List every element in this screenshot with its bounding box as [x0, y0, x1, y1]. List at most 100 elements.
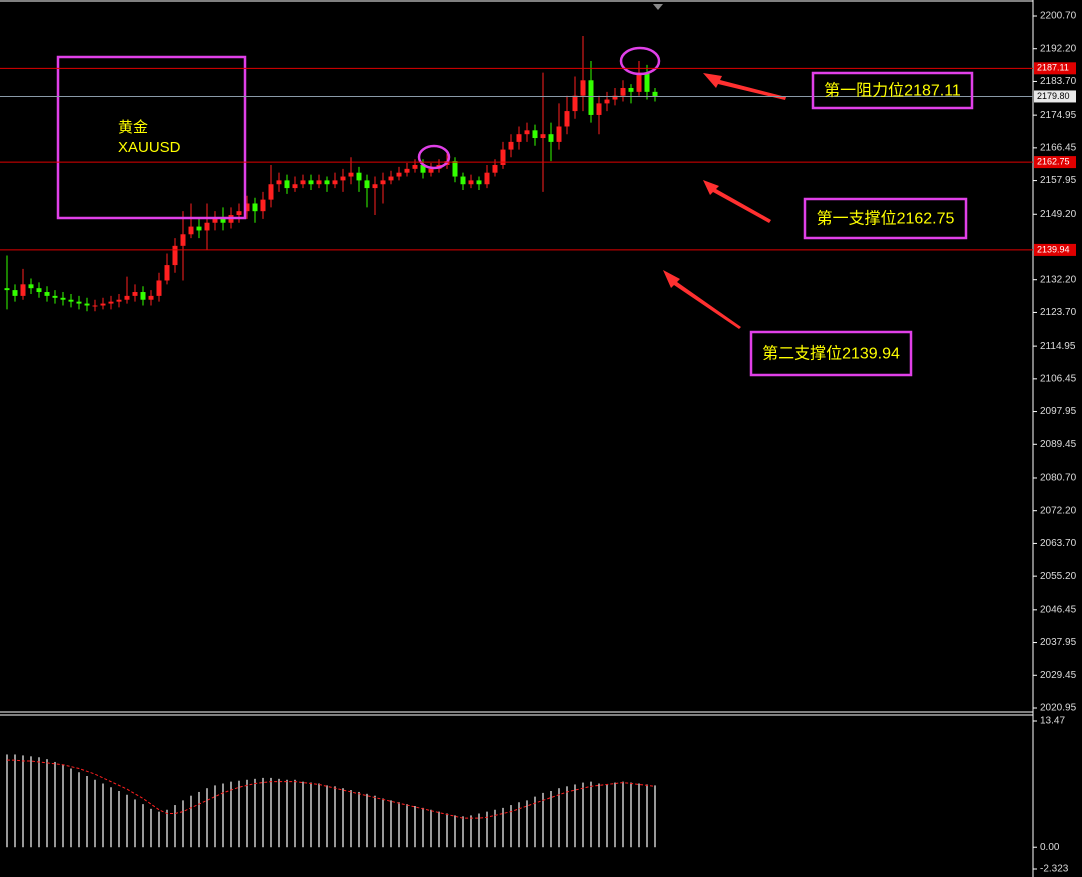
- candle-body: [628, 87, 634, 92]
- candle-body: [420, 164, 426, 173]
- arrow: [663, 270, 741, 329]
- y-tick-label: 2063.70: [1040, 538, 1077, 549]
- price-label: 2139.94: [1037, 244, 1070, 254]
- candle-body: [300, 180, 306, 185]
- shift-marker: [653, 4, 663, 10]
- candle-body: [12, 290, 18, 296]
- candle-body: [532, 130, 538, 139]
- annotation-box: [803, 197, 968, 240]
- annotation-text: 第二支撑位2139.94: [762, 345, 900, 363]
- y-tick-label: 2200.70: [1040, 11, 1077, 22]
- candle-body: [292, 184, 298, 189]
- candle-body: [316, 180, 322, 185]
- candle-body: [636, 72, 642, 92]
- candle-body: [580, 80, 586, 96]
- y-tick-label: 2080.70: [1040, 473, 1077, 484]
- price-label: 2162.75: [1037, 156, 1070, 166]
- price-label: 2187.11: [1037, 63, 1069, 73]
- y-tick-label: 2123.70: [1040, 307, 1077, 318]
- candle-body: [524, 130, 530, 135]
- highlight-circle: [619, 46, 661, 76]
- candle-body: [236, 211, 242, 216]
- annotation-box: [749, 330, 913, 377]
- candle-body: [60, 297, 66, 300]
- candle-body: [308, 180, 314, 185]
- candle-body: [52, 295, 58, 298]
- candle-body: [116, 299, 122, 302]
- candle-body: [460, 176, 466, 185]
- candle-body: [220, 218, 226, 223]
- y-tick-label: 2055.20: [1040, 571, 1077, 582]
- candle-body: [596, 103, 602, 115]
- candle-body: [204, 222, 210, 231]
- y-tick-label: 2166.45: [1040, 142, 1077, 153]
- candle-body: [212, 218, 218, 223]
- candle-body: [100, 303, 106, 306]
- candle-body: [244, 203, 250, 212]
- candle-body: [332, 180, 338, 185]
- candle-body: [604, 99, 610, 104]
- y-tick-label: 2072.20: [1040, 505, 1077, 516]
- candle-body: [28, 284, 34, 289]
- candle-body: [268, 184, 274, 200]
- candle-body: [356, 172, 362, 181]
- candle-body: [140, 292, 146, 300]
- candle-body: [340, 176, 346, 181]
- candle-body: [276, 180, 282, 185]
- candle-body: [156, 280, 162, 296]
- candle-body: [188, 226, 194, 235]
- y-tick-label: 2183.70: [1040, 76, 1077, 87]
- price-label: 2179.80: [1037, 91, 1070, 101]
- y-tick-label: 2089.45: [1040, 439, 1077, 450]
- candle-body: [396, 172, 402, 177]
- candle-body: [540, 134, 546, 139]
- candle-body: [252, 203, 258, 212]
- y-tick-label: 2020.95: [1040, 703, 1077, 714]
- candle-body: [508, 141, 514, 150]
- candle-body: [260, 199, 266, 212]
- candle-body: [620, 87, 626, 96]
- candle-body: [372, 184, 378, 189]
- candle-body: [452, 161, 458, 177]
- candle-body: [588, 80, 594, 115]
- y-tick-label: 2149.20: [1040, 209, 1077, 220]
- candle-body: [548, 134, 554, 142]
- candle-body: [500, 149, 506, 165]
- annotation-text: 第一支撑位2162.75: [817, 210, 955, 228]
- candle-body: [172, 245, 178, 266]
- candle-body: [68, 299, 74, 302]
- candle-body: [492, 164, 498, 173]
- price-label-box: [1034, 90, 1076, 103]
- candle-body: [556, 126, 562, 142]
- annotation-text: 第一阻力位2187.11: [824, 82, 961, 100]
- candle-body: [380, 180, 386, 185]
- y-tick-label: 2046.45: [1040, 604, 1077, 615]
- y-tick-label: 2106.45: [1040, 373, 1077, 384]
- candle-body: [164, 265, 170, 281]
- candle-body: [412, 164, 418, 169]
- candle-body: [364, 180, 370, 189]
- price-label-box: [1034, 62, 1076, 75]
- candle-body: [132, 292, 138, 296]
- y-tick-label: 2174.95: [1040, 110, 1077, 121]
- candle-body: [476, 180, 482, 185]
- candle-body: [76, 301, 82, 304]
- candle-body: [612, 95, 618, 100]
- y-tick-label: 2097.95: [1040, 406, 1077, 417]
- arrow: [703, 180, 771, 223]
- candle-body: [44, 292, 50, 296]
- candle-body: [516, 134, 522, 142]
- candle-body: [564, 111, 570, 127]
- candle-body: [428, 168, 434, 173]
- candle-body: [4, 288, 10, 291]
- candle-body: [20, 284, 26, 296]
- candle-body: [108, 301, 114, 304]
- candle-body: [180, 234, 186, 246]
- candle-body: [404, 168, 410, 173]
- candle-body: [148, 295, 154, 300]
- y-tick-label: 2157.95: [1040, 175, 1077, 186]
- y-tick-label: 0.00: [1040, 842, 1060, 853]
- signal-line: [7, 759, 656, 819]
